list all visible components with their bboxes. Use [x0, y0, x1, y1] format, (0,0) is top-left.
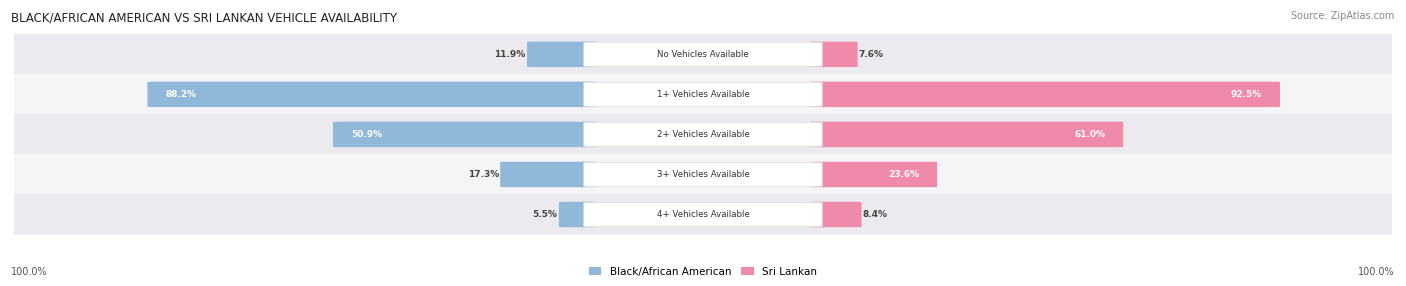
FancyBboxPatch shape	[810, 41, 858, 67]
FancyBboxPatch shape	[810, 202, 862, 227]
FancyBboxPatch shape	[560, 202, 596, 227]
Text: 5.5%: 5.5%	[533, 210, 558, 219]
FancyBboxPatch shape	[810, 122, 1123, 147]
FancyBboxPatch shape	[583, 202, 823, 227]
FancyBboxPatch shape	[583, 42, 823, 66]
Bar	[14, 154, 1392, 194]
Text: BLACK/AFRICAN AMERICAN VS SRI LANKAN VEHICLE AVAILABILITY: BLACK/AFRICAN AMERICAN VS SRI LANKAN VEH…	[11, 11, 398, 24]
Text: 2+ Vehicles Available: 2+ Vehicles Available	[657, 130, 749, 139]
FancyBboxPatch shape	[583, 122, 823, 146]
FancyBboxPatch shape	[148, 82, 596, 107]
Text: 92.5%: 92.5%	[1230, 90, 1263, 99]
Text: 7.6%: 7.6%	[859, 50, 884, 59]
FancyBboxPatch shape	[810, 162, 938, 187]
Text: 3+ Vehicles Available: 3+ Vehicles Available	[657, 170, 749, 179]
Text: 8.4%: 8.4%	[863, 210, 887, 219]
Text: 61.0%: 61.0%	[1074, 130, 1105, 139]
FancyBboxPatch shape	[810, 82, 1279, 107]
Text: 11.9%: 11.9%	[495, 50, 526, 59]
Bar	[14, 34, 1392, 74]
Text: 17.3%: 17.3%	[468, 170, 499, 179]
FancyBboxPatch shape	[527, 41, 596, 67]
FancyBboxPatch shape	[501, 162, 596, 187]
Text: 1+ Vehicles Available: 1+ Vehicles Available	[657, 90, 749, 99]
Bar	[14, 74, 1392, 114]
Text: 88.2%: 88.2%	[166, 90, 197, 99]
Text: No Vehicles Available: No Vehicles Available	[657, 50, 749, 59]
Text: 100.0%: 100.0%	[11, 267, 48, 277]
Text: Source: ZipAtlas.com: Source: ZipAtlas.com	[1291, 11, 1395, 21]
Text: 50.9%: 50.9%	[352, 130, 382, 139]
FancyBboxPatch shape	[333, 122, 596, 147]
Text: 100.0%: 100.0%	[1358, 267, 1395, 277]
Text: 4+ Vehicles Available: 4+ Vehicles Available	[657, 210, 749, 219]
FancyBboxPatch shape	[583, 82, 823, 106]
Legend: Black/African American, Sri Lankan: Black/African American, Sri Lankan	[585, 263, 821, 281]
FancyBboxPatch shape	[583, 162, 823, 186]
Bar	[14, 114, 1392, 154]
Text: 23.6%: 23.6%	[889, 170, 920, 179]
Bar	[14, 194, 1392, 235]
